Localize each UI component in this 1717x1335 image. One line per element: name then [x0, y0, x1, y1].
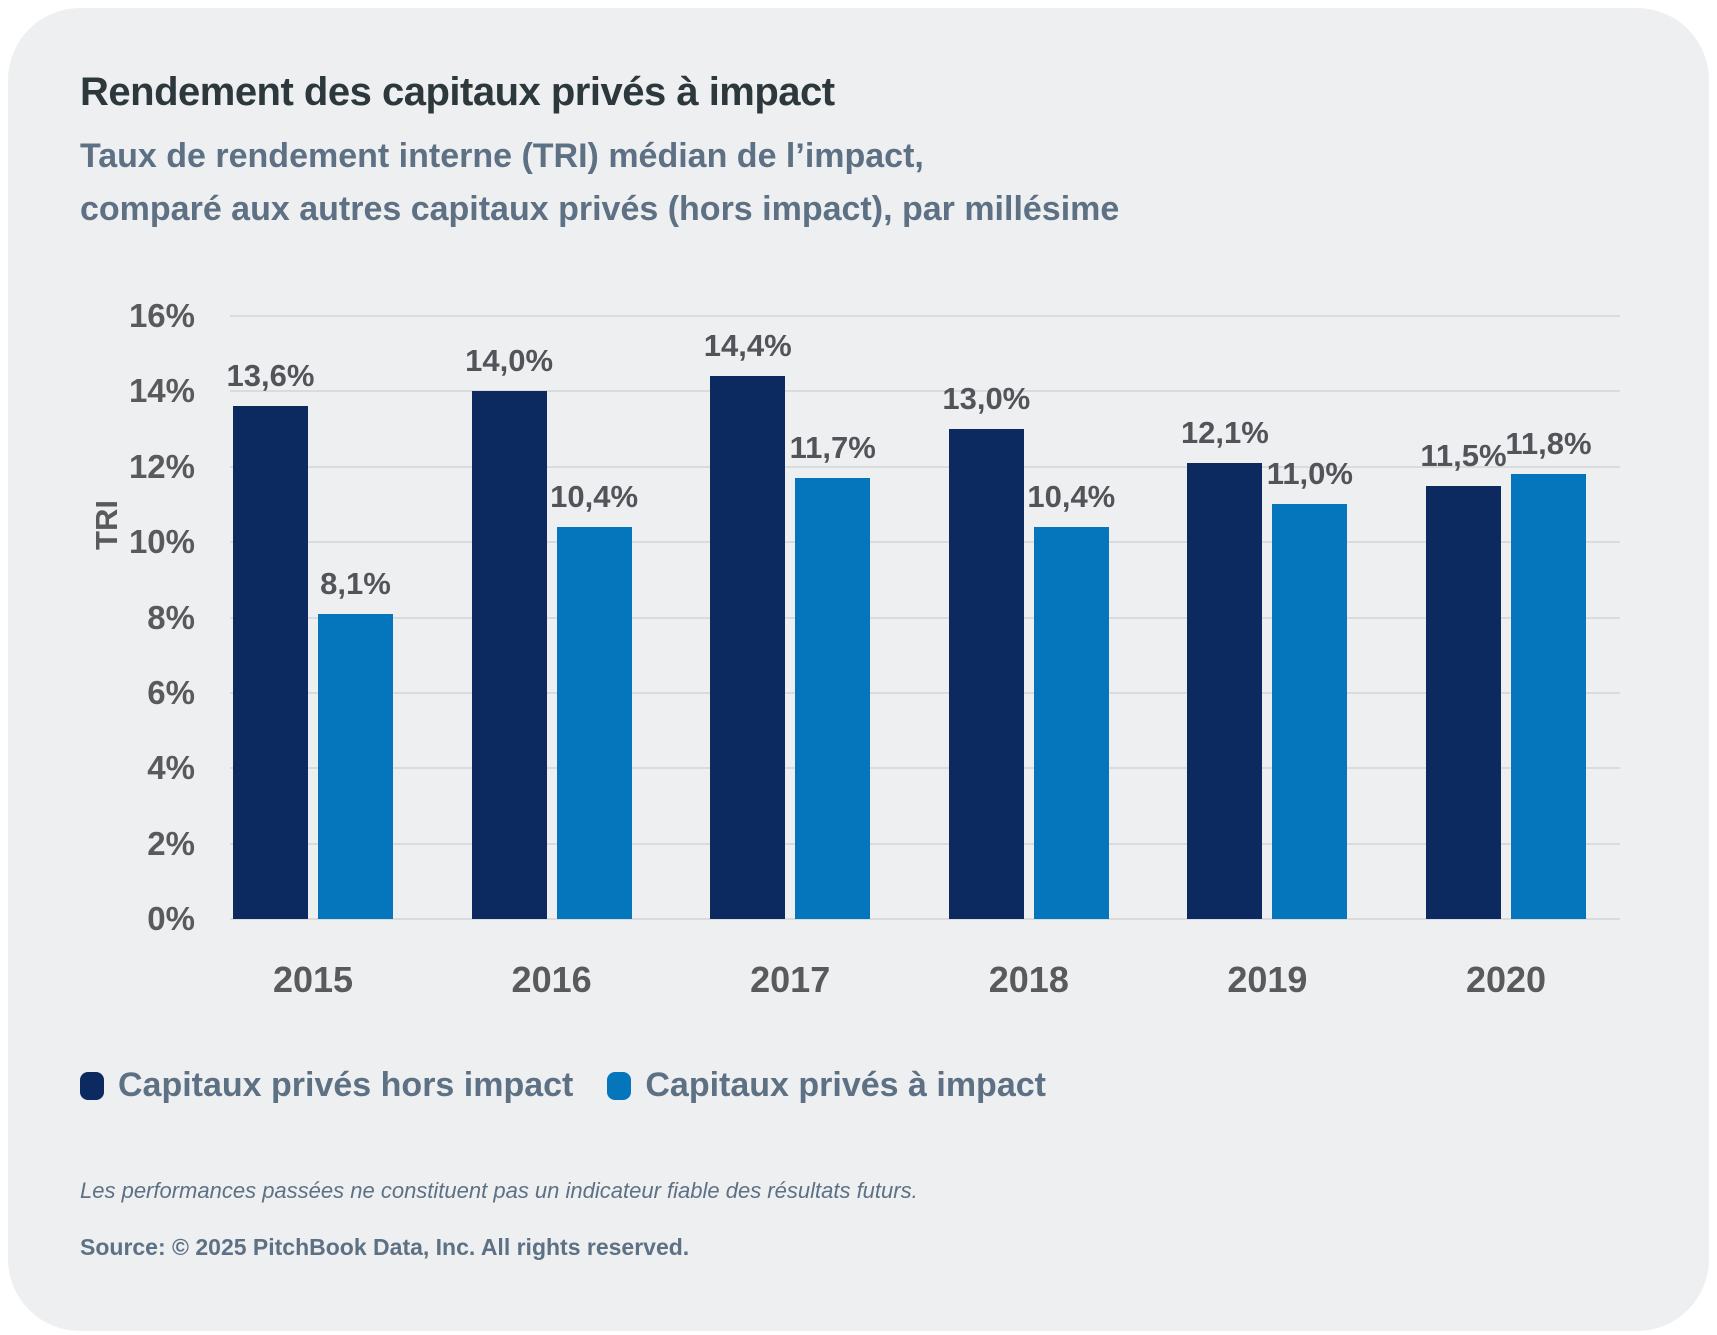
bar-2017-a-impact: [795, 478, 871, 919]
chart-subtitle-line1: Taux de rendement interne (TRI) médian d…: [80, 137, 924, 175]
chart-title: Rendement des capitaux privés à impact: [80, 70, 835, 114]
x-tick-label-2020: 2020: [1465, 959, 1547, 1000]
bar-value-label-2015-hors-impact: 13,6%: [226, 358, 315, 394]
bar-2015-hors-impact: [233, 406, 308, 919]
chart-card: Rendement des capitaux privés à impact T…: [8, 8, 1709, 1331]
legend-item-a-impact: Capitaux privés à impact: [607, 1066, 1046, 1105]
bar-group-2016: 14,0% 10,4% 2016: [465, 316, 638, 1000]
y-tick-label-14%: 14%: [128, 372, 195, 410]
bar-value-label-2019-hors-impact: 12,1%: [1180, 414, 1269, 450]
y-tick-label-6%: 6%: [147, 673, 195, 711]
bar-value-label-2018-a-impact: 10,4%: [1027, 479, 1116, 515]
bar-value-label-2016-hors-impact: 14,0%: [465, 343, 554, 379]
x-tick-label-2019: 2019: [1227, 959, 1308, 1000]
y-tick-label-0%: 0%: [147, 900, 195, 937]
gridline-12%: [230, 465, 1620, 468]
source-text: Source: © 2025 PitchBook Data, Inc. All …: [80, 1234, 690, 1260]
bar-value-label-2018-hors-impact: 13,0%: [942, 381, 1031, 417]
x-tick-label-2017: 2017: [750, 959, 831, 1000]
legend-label: Capitaux privés à impact: [645, 1066, 1046, 1104]
gridline-14%: [230, 390, 1620, 393]
y-axis-title: TRI: [89, 500, 124, 550]
legend: Capitaux privés hors impact Capitaux priv…: [80, 1066, 1046, 1105]
bar-value-label-2017-a-impact: 11,7%: [789, 430, 876, 466]
disclaimer-text: Les performances passées ne constituent …: [80, 1178, 918, 1203]
bar-group-2018: 13,0% 10,4% 2018: [942, 316, 1115, 1000]
x-tick-label-2015: 2015: [272, 959, 354, 1000]
legend-swatch-icon: [80, 1071, 104, 1100]
bar-group-2015: 13,6% 8,1% 2015: [227, 316, 393, 1000]
y-tick-label-8%: 8%: [147, 598, 195, 636]
plot-area: 0% 2% 4% 6% 8% 10% 12% 14% 16% 13,6% 8,1% 2015 14,0%…: [129, 297, 1620, 1000]
bar-2017-hors-impact: [710, 376, 786, 919]
bar-group-2020: 11,5% 11,8% 2020: [1420, 316, 1591, 1000]
y-tick-label-12%: 12%: [128, 447, 195, 485]
chart-subtitle: Taux de rendement interne (TRI) médian d…: [80, 130, 1119, 236]
x-tick-label-2018: 2018: [988, 959, 1069, 1000]
gridline-6%: [230, 691, 1620, 694]
bar-value-label-2017-hors-impact: 14,4%: [703, 328, 792, 364]
bar-2018-a-impact: [1033, 527, 1109, 919]
y-tick-label-4%: 4%: [147, 749, 195, 787]
x-tick-label-2016: 2016: [511, 959, 592, 1000]
gridline-2%: [230, 842, 1620, 845]
legend-label: Capitaux privés hors impact: [118, 1066, 574, 1104]
bar-2020-hors-impact: [1426, 485, 1501, 919]
y-tick-label-2%: 2%: [147, 824, 195, 862]
gridline-8%: [230, 616, 1620, 619]
bar-2016-hors-impact: [471, 391, 547, 919]
gridline-0%: [230, 918, 1620, 920]
y-tick-label-10%: 10%: [128, 523, 195, 561]
bar-group-2019: 12,1% 11,0% 2019: [1181, 316, 1353, 1000]
gridline-10%: [230, 541, 1620, 544]
gridline-16%: [230, 315, 1620, 317]
bar-2019-hors-impact: [1187, 462, 1263, 919]
bar-value-label-2015-a-impact: 8,1%: [320, 565, 391, 601]
bar-2020-a-impact: [1511, 474, 1586, 919]
bar-value-label-2020-hors-impact: 11,5%: [1420, 437, 1507, 473]
bar-value-label-2020-a-impact: 11,8%: [1505, 426, 1592, 462]
bar-value-label-2016-a-impact: 10,4%: [550, 479, 639, 515]
bar-group-2017: 14,4% 11,7% 2017: [704, 316, 876, 1000]
y-tick-label-16%: 16%: [128, 297, 195, 334]
bar-2018-hors-impact: [948, 429, 1024, 919]
bar-2016-a-impact: [556, 527, 632, 919]
bar-2019-a-impact: [1272, 504, 1348, 919]
chart-subtitle-line2: comparé aux autres capitaux privés (hors…: [80, 190, 1120, 228]
legend-item-hors-impact: Capitaux privés hors impact: [80, 1066, 573, 1105]
bar-2015-a-impact: [318, 613, 393, 919]
gridline-4%: [230, 767, 1620, 770]
legend-swatch-icon: [607, 1071, 632, 1100]
bar-value-label-2019-a-impact: 11,0%: [1266, 456, 1353, 492]
